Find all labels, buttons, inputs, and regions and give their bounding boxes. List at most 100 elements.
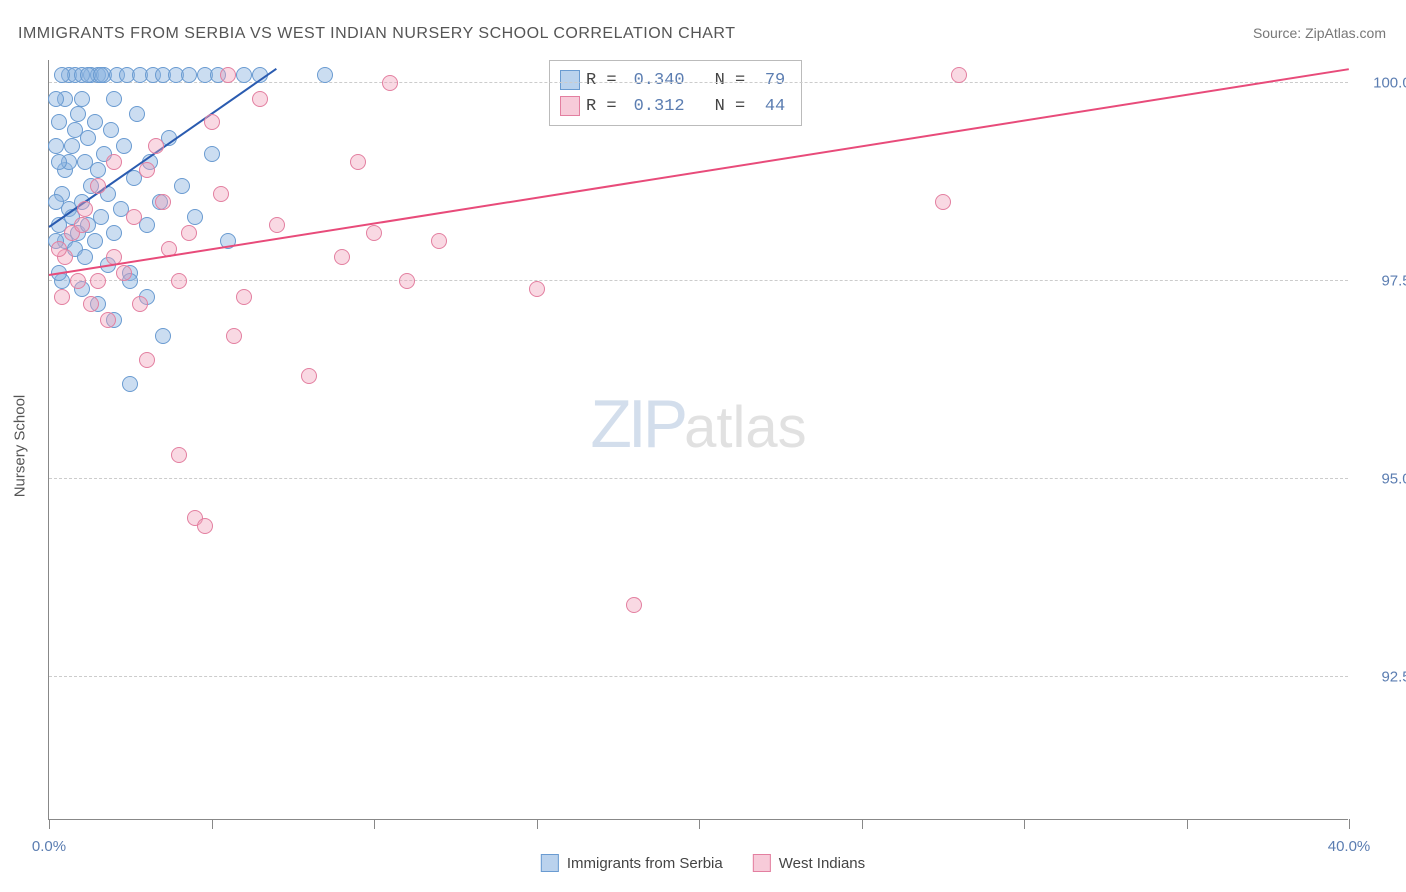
series-legend-item: Immigrants from Serbia	[541, 854, 723, 872]
x-tick-label: 40.0%	[1328, 838, 1371, 855]
data-point	[204, 114, 220, 130]
series-legend-label: West Indians	[779, 855, 865, 872]
x-tick	[374, 819, 375, 829]
data-point	[382, 75, 398, 91]
data-point	[935, 194, 951, 210]
data-point	[529, 281, 545, 297]
data-point	[77, 249, 93, 265]
data-point	[116, 138, 132, 154]
legend-n-label: N =	[715, 71, 746, 90]
y-tick-label: 97.5%	[1358, 272, 1406, 289]
y-tick-label: 92.5%	[1358, 668, 1406, 685]
gridline	[49, 478, 1348, 479]
series-legend: Immigrants from Serbia West Indians	[541, 854, 865, 872]
x-tick	[537, 819, 538, 829]
data-point	[106, 91, 122, 107]
x-tick-label: 0.0%	[32, 838, 66, 855]
data-point	[129, 106, 145, 122]
data-point	[269, 217, 285, 233]
data-point	[51, 114, 67, 130]
data-point	[51, 241, 67, 257]
watermark-zip: ZIP	[590, 386, 684, 462]
data-point	[139, 162, 155, 178]
data-point	[48, 194, 64, 210]
data-point	[951, 67, 967, 83]
source-attribution: Source: ZipAtlas.com	[1253, 25, 1386, 41]
chart-title: IMMIGRANTS FROM SERBIA VS WEST INDIAN NU…	[18, 25, 735, 43]
data-point	[83, 296, 99, 312]
data-point	[301, 368, 317, 384]
legend-swatch	[753, 854, 771, 872]
x-tick	[212, 819, 213, 829]
data-point	[77, 201, 93, 217]
data-point	[252, 91, 268, 107]
watermark: ZIPatlas	[590, 385, 806, 463]
data-point	[626, 597, 642, 613]
data-point	[70, 273, 86, 289]
data-point	[122, 376, 138, 392]
data-point	[213, 186, 229, 202]
legend-r-value: 0.312	[623, 97, 685, 116]
data-point	[93, 209, 109, 225]
x-tick	[862, 819, 863, 829]
x-tick	[49, 819, 50, 829]
data-point	[106, 154, 122, 170]
gridline	[49, 676, 1348, 677]
x-tick	[1187, 819, 1188, 829]
data-point	[116, 265, 132, 281]
x-tick	[699, 819, 700, 829]
data-point	[174, 178, 190, 194]
data-point	[366, 225, 382, 241]
data-point	[100, 312, 116, 328]
y-tick-label: 100.0%	[1358, 74, 1406, 91]
data-point	[90, 273, 106, 289]
data-point	[74, 217, 90, 233]
data-point	[103, 122, 119, 138]
legend-r-value: 0.340	[623, 71, 685, 90]
scatter-plot-area: ZIPatlas R =0.340N =79R =0.312N =44 92.5…	[48, 60, 1348, 820]
correlation-legend: R = 0.340 N = 79 R = 0.312 N = 44	[549, 60, 802, 126]
data-point	[187, 209, 203, 225]
data-point	[48, 138, 64, 154]
data-point	[139, 352, 155, 368]
data-point	[70, 106, 86, 122]
data-point	[80, 130, 96, 146]
data-point	[236, 289, 252, 305]
data-point	[236, 67, 252, 83]
data-point	[155, 194, 171, 210]
data-point	[171, 273, 187, 289]
data-point	[197, 518, 213, 534]
data-point	[106, 225, 122, 241]
data-point	[148, 138, 164, 154]
legend-n-value: 79	[751, 71, 785, 90]
data-point	[334, 249, 350, 265]
legend-swatch	[541, 854, 559, 872]
data-point	[431, 233, 447, 249]
y-axis-label: Nursery School	[12, 395, 29, 498]
data-point	[64, 138, 80, 154]
data-point	[54, 289, 70, 305]
data-point	[155, 328, 171, 344]
data-point	[90, 162, 106, 178]
gridline	[49, 280, 1348, 281]
data-point	[51, 154, 67, 170]
legend-r-label: R =	[586, 71, 617, 90]
watermark-atlas: atlas	[684, 395, 807, 460]
data-point	[132, 296, 148, 312]
legend-r-label: R =	[586, 97, 617, 116]
data-point	[399, 273, 415, 289]
legend-n-value: 44	[751, 97, 785, 116]
data-point	[204, 146, 220, 162]
data-point	[93, 67, 109, 83]
data-point	[87, 233, 103, 249]
series-legend-label: Immigrants from Serbia	[567, 855, 723, 872]
legend-row: R = 0.312 N = 44	[560, 93, 785, 119]
data-point	[74, 91, 90, 107]
data-point	[181, 225, 197, 241]
x-tick	[1349, 819, 1350, 829]
data-point	[220, 67, 236, 83]
x-tick	[1024, 819, 1025, 829]
data-point	[126, 209, 142, 225]
legend-n-label: N =	[715, 97, 746, 116]
data-point	[87, 114, 103, 130]
